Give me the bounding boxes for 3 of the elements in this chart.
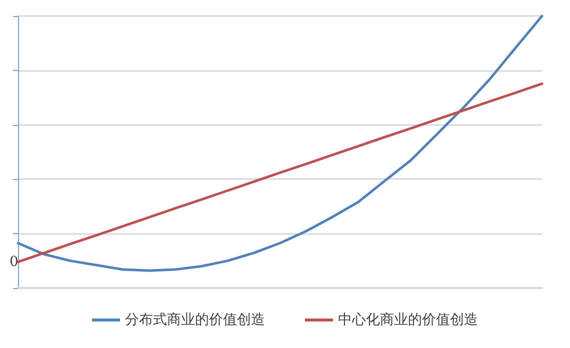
legend-label: 分布式商业的价值创造 xyxy=(125,312,265,328)
annotation: 0 xyxy=(10,254,18,270)
legend-label: 中心化商业的价值创造 xyxy=(338,312,478,328)
